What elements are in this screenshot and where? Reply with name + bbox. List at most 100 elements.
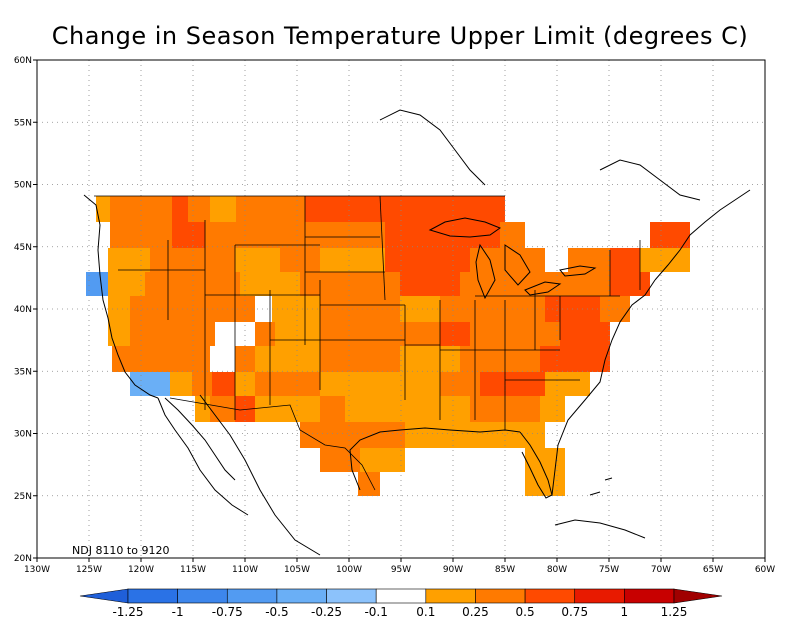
lon-tick-label: 120W	[128, 565, 154, 575]
data-cell	[145, 272, 205, 296]
data-cell	[192, 372, 212, 396]
data-cell	[205, 222, 236, 248]
lon-tick-label: 115W	[180, 565, 206, 575]
data-cell	[210, 346, 235, 372]
data-cell	[400, 296, 440, 322]
colorbar-label: -0.75	[212, 605, 243, 618]
data-cell	[320, 346, 400, 372]
colorbar-box	[326, 588, 377, 604]
data-cell	[440, 372, 480, 396]
lon-tick-label: 75W	[599, 565, 619, 575]
colorbar-box	[574, 588, 625, 604]
data-cell	[330, 422, 405, 448]
data-cell	[505, 422, 545, 448]
data-cells	[86, 196, 690, 496]
colorbar-label: 0.5	[516, 605, 535, 618]
data-cell	[255, 372, 320, 396]
data-cell	[235, 248, 280, 272]
data-cell	[108, 322, 130, 346]
data-cell	[610, 248, 640, 272]
data-cell	[400, 272, 460, 296]
colorbar-label: 0.25	[462, 605, 489, 618]
colorbar: -1.25 -1 -0.75 -0.5 -0.25 -0.1 0.1 0.25 0.5 0.75 1…	[79, 588, 723, 618]
data-cell	[96, 196, 110, 222]
colorbar-box	[624, 588, 675, 604]
data-cell	[500, 222, 525, 248]
data-cell	[130, 346, 210, 372]
data-cell	[545, 372, 590, 396]
data-cell	[380, 196, 505, 222]
data-cell	[255, 296, 272, 322]
data-cell	[108, 248, 150, 272]
data-cell	[300, 222, 385, 248]
data-cell	[170, 248, 235, 272]
data-cell	[108, 296, 130, 322]
data-cell	[360, 448, 405, 472]
data-cell	[150, 248, 170, 272]
data-cell	[255, 396, 320, 422]
colorbar-box	[226, 588, 278, 604]
data-cell	[540, 272, 610, 296]
data-cell	[210, 396, 235, 422]
data-cell	[205, 296, 255, 322]
data-cell	[108, 272, 145, 296]
data-cell	[110, 196, 172, 222]
lat-tick-label: 35N	[14, 367, 32, 377]
data-cell	[172, 222, 205, 248]
data-cell	[235, 396, 255, 422]
data-cell	[212, 372, 235, 396]
data-cell	[385, 248, 470, 272]
lon-tick-label: 90W	[443, 565, 463, 575]
colorbar-box	[276, 588, 327, 604]
map-title: Change in Season Temperature Upper Limit…	[51, 22, 749, 50]
data-cell	[610, 272, 650, 296]
colorbar-label: -0.1	[364, 605, 387, 618]
data-cell	[320, 248, 385, 272]
colorbar-label: 1.25	[661, 605, 688, 618]
data-cell	[172, 196, 188, 222]
colorbar-label: 1	[621, 605, 629, 618]
colorbar-high-triangle	[673, 588, 723, 604]
data-cell	[235, 372, 255, 396]
data-cell	[345, 396, 405, 422]
data-cell	[525, 472, 565, 496]
lon-tick-label: 80W	[547, 565, 567, 575]
data-cell	[405, 422, 470, 448]
lon-tick-label: 60W	[755, 565, 775, 575]
lat-tick-label: 25N	[14, 492, 32, 502]
lon-tick-label: 125W	[76, 565, 102, 575]
colorbar-box	[425, 588, 476, 604]
data-cell	[210, 196, 236, 222]
lon-tick-label: 105W	[284, 565, 310, 575]
data-cell	[236, 196, 305, 222]
data-cell	[170, 372, 192, 396]
colorbar-label: 0.1	[416, 605, 435, 618]
longitude-tick-labels: 130W 125W 120W 115W 110W 105W 100W 95W 90W 85W 80W…	[24, 558, 775, 575]
data-cell	[320, 448, 360, 472]
data-cell	[600, 296, 630, 322]
colorbar-box	[127, 588, 178, 604]
lat-tick-label: 55N	[14, 118, 32, 128]
lat-tick-label: 20N	[14, 554, 32, 564]
data-cell	[300, 272, 400, 296]
data-cell	[236, 222, 300, 248]
colorbar-label: 0.75	[561, 605, 588, 618]
colorbar-label: -1	[172, 605, 184, 618]
colorbar-label: -0.5	[265, 605, 288, 618]
lat-tick-label: 45N	[14, 243, 32, 253]
lat-tick-label: 30N	[14, 430, 32, 440]
data-cell	[480, 372, 545, 396]
lon-tick-label: 130W	[24, 565, 50, 575]
data-cell	[86, 272, 108, 296]
data-cell	[320, 322, 440, 346]
data-cell	[305, 196, 340, 222]
data-cell	[130, 322, 215, 346]
data-cell	[470, 422, 505, 448]
data-cell	[320, 372, 440, 396]
data-cell	[470, 322, 560, 346]
data-cell	[255, 346, 320, 372]
data-cell	[280, 248, 320, 272]
data-cell	[112, 346, 130, 372]
lon-tick-label: 110W	[232, 565, 258, 575]
